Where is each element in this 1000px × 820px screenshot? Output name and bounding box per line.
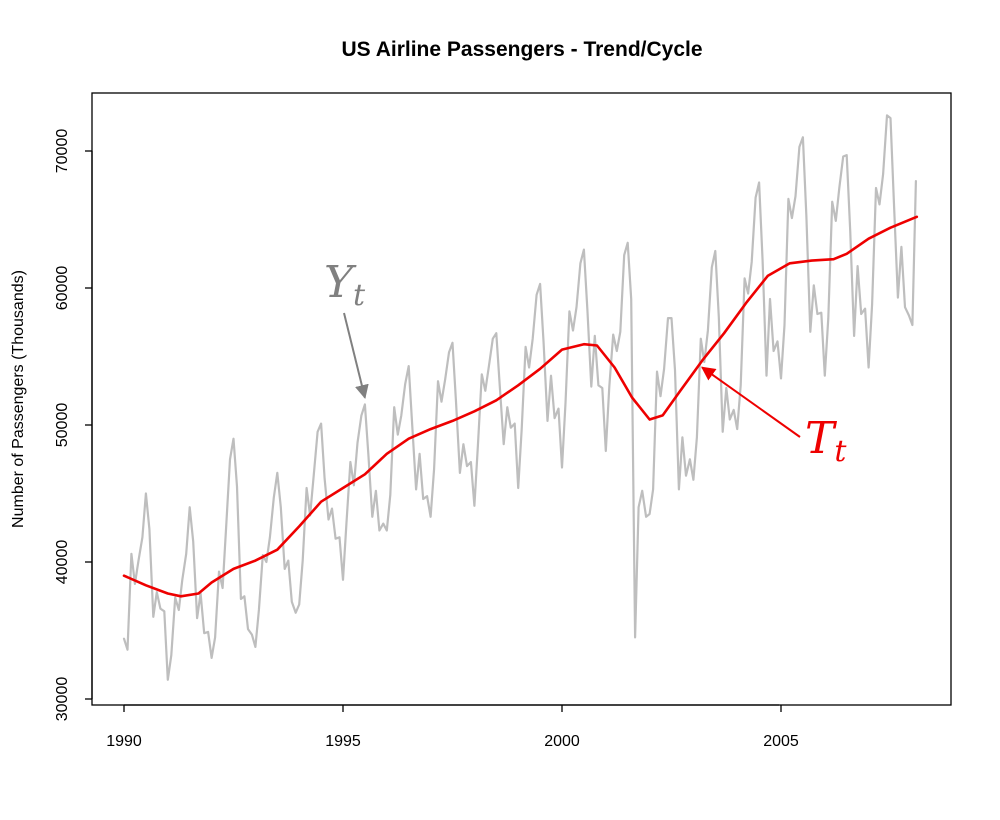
y-tick-label: 60000	[54, 266, 71, 311]
y-tick-label: 40000	[54, 540, 71, 585]
yt-annotation-arrow	[343, 312, 369, 399]
tt-annotation-label: Tt	[805, 413, 847, 469]
trend-line	[122, 215, 919, 598]
x-tick-label: 1995	[325, 733, 361, 750]
plot-frame	[91, 92, 952, 706]
x-axis-ticks: 1990 1995 2000 2005	[106, 705, 799, 750]
chart-title: US Airline Passengers - Trend/Cycle	[341, 38, 702, 61]
y-tick-label: 30000	[54, 677, 71, 722]
tt-annotation-arrow	[701, 366, 801, 438]
observed-series-line	[122, 114, 918, 681]
yt-annotation-label: Yt	[324, 257, 366, 313]
series-group	[122, 114, 919, 681]
x-tick-label: 1990	[106, 733, 142, 750]
y-axis-ticks: 30000 40000 50000 60000 70000	[54, 129, 92, 722]
y-tick-label: 70000	[54, 129, 71, 174]
annotations-group: Yt Tt	[324, 257, 847, 469]
x-tick-label: 2005	[763, 733, 799, 750]
x-tick-label: 2000	[544, 733, 580, 750]
y-tick-label: 50000	[54, 403, 71, 448]
y-axis-label: Number of Passengers (Thousands)	[10, 270, 27, 528]
